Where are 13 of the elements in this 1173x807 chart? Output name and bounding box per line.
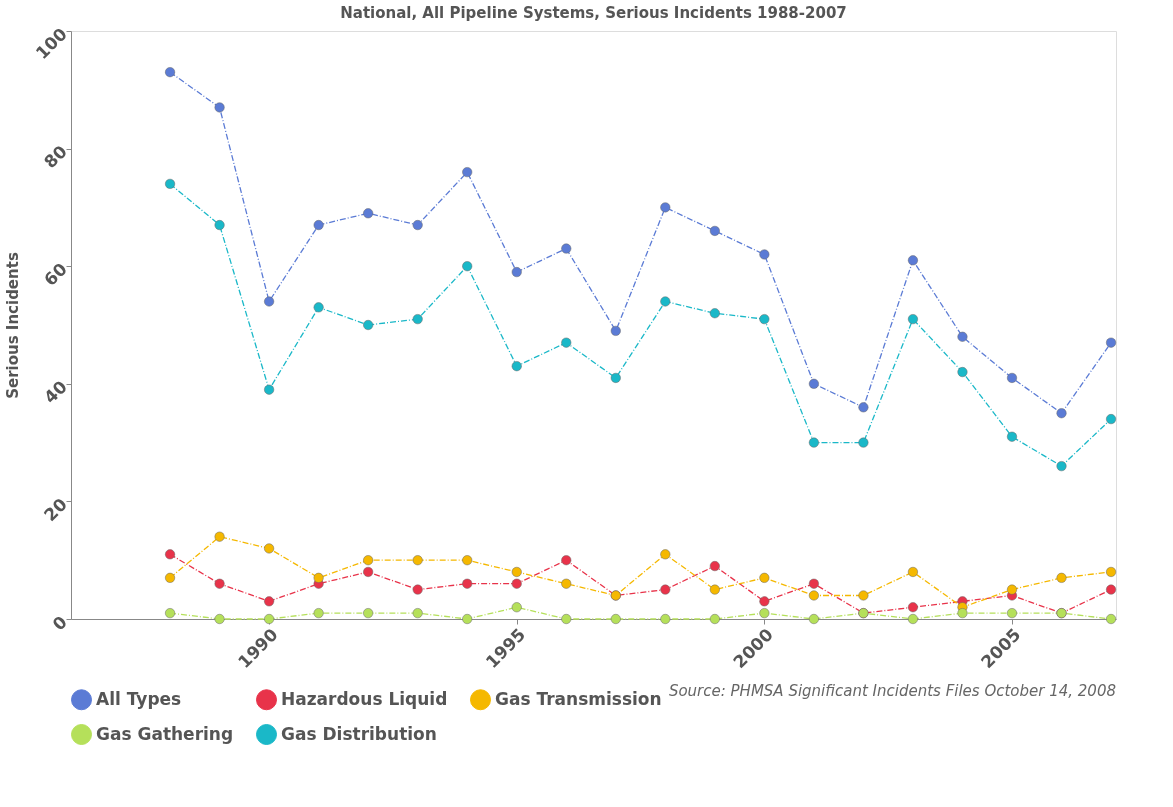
legend-label: All Types	[96, 688, 182, 709]
legend-label: Gas Transmission	[495, 688, 662, 709]
y-tick-label: 40	[39, 376, 71, 408]
legend-label: Gas Gathering	[96, 723, 234, 744]
y-axis-title: Serious Incidents	[4, 252, 23, 399]
y-tick-label: 0	[48, 611, 71, 635]
legend-label: Gas Distribution	[281, 723, 437, 744]
legend-label: Hazardous Liquid	[281, 688, 448, 709]
y-tick-label: 20	[39, 494, 71, 525]
source-note: Source: PHMSA Significant Incidents Files October 14, 2008	[668, 682, 1116, 700]
y-tick-label: 60	[39, 258, 71, 290]
chart-title: National, All Pipeline Systems, Serious Incidents 1988-2007	[340, 3, 847, 22]
y-tick-label: 80	[39, 141, 71, 173]
